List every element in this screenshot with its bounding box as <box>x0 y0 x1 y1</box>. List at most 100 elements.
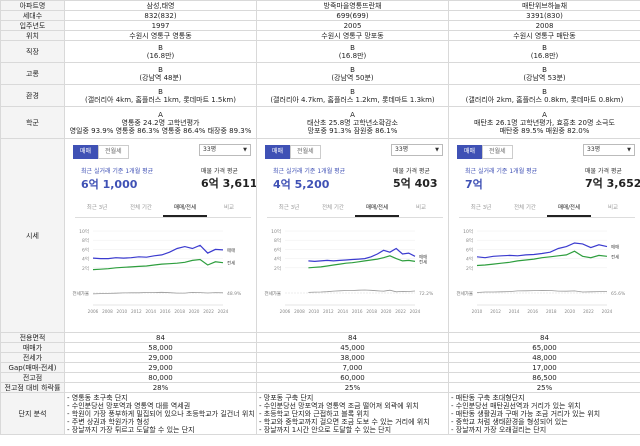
x-tick-label: 2024 <box>218 309 229 314</box>
period-tab[interactable]: 매매/전세 <box>163 201 207 217</box>
sale-3: 65,000 <box>448 342 640 353</box>
period-tab[interactable]: 비교 <box>415 205 427 211</box>
period-tab[interactable]: 전체 기간 <box>322 205 344 211</box>
elevation-2: B (강남역 50분) <box>256 62 449 85</box>
ratio-label: 전세가율 <box>456 290 473 297</box>
sales-avg-price: 6억 3,611 <box>201 177 257 190</box>
period-tabs: 최근 3년 전체 기간 매매/전세 비교 <box>267 201 443 218</box>
x-tick-label: 2020 <box>381 309 392 314</box>
legend-sale: 매매 <box>419 253 427 260</box>
y-tick-label: 8억 <box>274 237 281 244</box>
school-line-2: 영일중 93.9% 영통중 86.3% 영통중 86.4% 태장중 89.3% <box>69 126 252 135</box>
analysis-item: - 초등학교 단지와 근접하고 블록 위치 <box>259 410 370 418</box>
jeonse-2: 38,000 <box>256 352 449 363</box>
elevation-grade: B <box>158 65 163 74</box>
x-tick-label: 2022 <box>583 309 594 314</box>
size-select[interactable]: 33평 ▼ <box>199 144 251 156</box>
area-1: 84 <box>64 332 257 343</box>
elevation-grade: B <box>542 65 547 74</box>
ratio-line <box>308 289 416 293</box>
tab-sale[interactable]: 매매 <box>73 145 99 159</box>
recent-price: 7억 <box>465 178 483 191</box>
legend-jeonse: 전세 <box>419 258 427 265</box>
analysis-item: - 중학교 처럼 생태환경을 형성되어 있는 <box>451 418 568 426</box>
label-market: 시세 <box>0 138 65 333</box>
y-tick-label: 8억 <box>82 237 89 244</box>
y-tick-label: 10억 <box>463 228 473 235</box>
y-tick-label: 2억 <box>82 265 89 272</box>
location-3: 수원시 영통구 매탄동 <box>448 30 640 41</box>
x-tick-label: 2020 <box>565 309 576 314</box>
y-tick-label: 10억 <box>271 228 281 235</box>
analysis-2: - 망포동 구축 단지 - 수인분당선 망포역과 영통역 조금 떨어져 외곽에 … <box>256 392 449 435</box>
x-tick-label: 2010 <box>309 309 320 314</box>
period-tab[interactable]: 전체 기간 <box>130 205 152 211</box>
jeonse-1: 29,000 <box>64 352 257 363</box>
y-tick-label: 2억 <box>466 265 473 272</box>
jeonse-series-line <box>308 255 416 269</box>
label-investment: 전고점 <box>0 372 65 383</box>
size-select[interactable]: 33평 ▼ <box>391 144 443 156</box>
row-jeonse: 전세가 29,000 38,000 48,000 <box>0 352 640 363</box>
analysis-item: - 수인분당선 망포역과 영통역 조금 떨어져 외곽에 위치 <box>259 402 419 410</box>
y-tick-label: 4억 <box>274 256 281 263</box>
env-2: B (갤러리아 4.7km, 홈플러스 1.2km, 롯데마트 1.3km) <box>256 84 449 107</box>
size-value: 33평 <box>203 146 217 153</box>
analysis-item: - 장날까지 1시간 안으로 도달할 수 있는 단지 <box>259 426 392 434</box>
area-2: 84 <box>256 332 449 343</box>
size-select[interactable]: 33평 ▼ <box>583 144 635 156</box>
commute-3: B (16.8만) <box>448 40 640 63</box>
label-elevation: 고롱 <box>0 62 65 85</box>
tab-jeonse[interactable]: 전월세 <box>482 145 513 159</box>
period-tab[interactable]: 매매/전세 <box>547 201 591 217</box>
period-tab[interactable]: 최근 3년 <box>278 205 300 211</box>
commute-grade: B <box>542 43 547 52</box>
sales-avg-label: 매물 가격 평균 <box>585 168 622 175</box>
env-grade: B <box>542 87 547 96</box>
period-tab[interactable]: 비교 <box>607 205 619 211</box>
row-investment: 전고점 80,000 60,000 86,500 <box>0 372 640 383</box>
label-drop: 전고점 대비 하락률 <box>0 382 65 393</box>
analysis-item: - 장날까지 가장 오래걸리는 단지 <box>451 426 547 434</box>
commute-grade: B <box>158 43 163 52</box>
analysis-item: - 매탄동 구축 초대형단지 <box>451 394 525 402</box>
period-tab[interactable]: 매매/전세 <box>355 201 399 217</box>
commute-1: B (16.8만) <box>64 40 257 63</box>
row-drop: 전고점 대비 하락률 28% 25% 25% <box>0 382 640 393</box>
sale-1: 58,000 <box>64 342 257 353</box>
period-tab[interactable]: 비교 <box>223 205 235 211</box>
size-value: 33평 <box>395 146 409 153</box>
year-2: 2005 <box>256 20 449 31</box>
legend-jeonse: 전세 <box>227 260 235 267</box>
row-year: 입주년도 1997 2005 2008 <box>0 20 640 31</box>
tab-sale[interactable]: 매매 <box>457 145 483 159</box>
row-market: 시세 매매 전월세 33평 ▼ 최근 실거래 기준 1개월 평균 매물 가격 평… <box>0 138 640 333</box>
recent-price: 6억 1,000 <box>81 178 138 191</box>
row-households: 세대수 832(832) 699(699) 3391(830) <box>0 10 640 21</box>
period-tab[interactable]: 최근 3년 <box>470 205 492 211</box>
period-tab[interactable]: 전체 기간 <box>514 205 536 211</box>
label-households: 세대수 <box>0 10 65 21</box>
ratio-label: 전세가율 <box>264 290 281 297</box>
row-apt-name: 아파트명 삼성,태영 방죽마을영통뜨란채 매탄위브하늘채 <box>0 0 640 11</box>
ratio-line <box>92 291 224 295</box>
market-panel-3: 매매 전월세 33평 ▼ 최근 실거래 기준 1개월 평균 매물 가격 평균 7… <box>448 138 640 333</box>
y-tick-label: 8억 <box>466 237 473 244</box>
x-tick-label: 2008 <box>294 309 305 314</box>
drop-3: 25% <box>448 382 640 393</box>
elevation-3: B (강남역 53분) <box>448 62 640 85</box>
legend-jeonse: 전세 <box>611 253 619 260</box>
env-grade: B <box>350 87 355 96</box>
tab-jeonse[interactable]: 전월세 <box>290 145 321 159</box>
school-3: A 매탄초 26.1명 고학년평가, 효흥초 20명 소극도 매탄중 89.5% 매… <box>448 106 640 139</box>
tab-jeonse[interactable]: 전월세 <box>98 145 129 159</box>
recent-label: 최근 실거래 기준 1개월 평균 <box>81 168 154 175</box>
tab-sale[interactable]: 매매 <box>265 145 291 159</box>
elevation-note: (강남역 50분) <box>331 73 374 82</box>
gap-1: 29,000 <box>64 362 257 373</box>
env-note: (갤러리아 4.7km, 홈플러스 1.2km, 롯데마트 1.3km) <box>270 95 435 104</box>
period-tab[interactable]: 최근 3년 <box>86 205 108 211</box>
investment-2: 60,000 <box>256 372 449 383</box>
x-tick-label: 2016 <box>160 309 171 314</box>
households-3: 3391(830) <box>448 10 640 21</box>
